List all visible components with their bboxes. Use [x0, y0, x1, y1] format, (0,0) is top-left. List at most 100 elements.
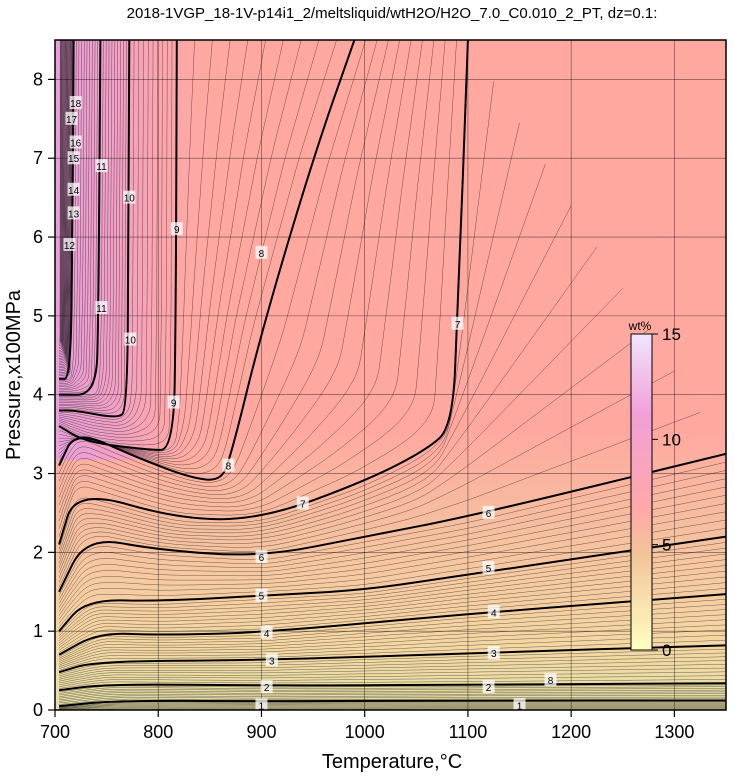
y-tick-label: 5 [33, 306, 43, 326]
contour-label: 9 [171, 399, 177, 410]
x-tick-label: 1200 [551, 722, 591, 742]
thin-contour [58, 40, 400, 498]
contour-label: 6 [259, 553, 265, 564]
contour-label: 8 [548, 676, 554, 687]
major-contour [58, 40, 469, 545]
thin-contour [59, 702, 726, 707]
thin-contour [59, 40, 124, 411]
thin-contour [59, 40, 67, 359]
contour-label-bg [255, 550, 268, 564]
major-contour [58, 682, 726, 692]
y-tick-label: 7 [33, 148, 43, 168]
thin-contour [58, 205, 572, 564]
thin-contour [58, 40, 366, 483]
major-contour [58, 40, 178, 451]
y-tick-label: 6 [33, 227, 43, 247]
contour-label-bg [69, 96, 82, 110]
contour-labels: 112 2334455667788899101011111213141516171… [63, 96, 557, 712]
thin-contour [59, 40, 93, 391]
thin-contour [59, 40, 65, 353]
thin-contour [59, 40, 62, 345]
thin-contour [59, 708, 726, 710]
contour-label-bg [265, 653, 278, 667]
y-axis: 0 1 2 3 4 5 6 7 8 [33, 69, 55, 720]
contour-label-bg [255, 245, 268, 259]
thin-contour [59, 704, 726, 708]
y-tick-label: 3 [33, 464, 43, 484]
thin-contour [59, 629, 726, 668]
contour-label: 2 [486, 683, 492, 694]
contour-label: 3 [269, 656, 275, 667]
contour-label-bg [451, 316, 464, 330]
contour-label-bg [65, 111, 78, 125]
thin-contour [59, 705, 726, 709]
thin-contour [59, 40, 231, 455]
contour-label-bg [69, 135, 82, 149]
contour-label-bg [260, 625, 273, 639]
thin-contour [58, 329, 649, 578]
thin-contour [58, 40, 378, 487]
y-axis-label: Pressure,x100MPa [3, 289, 25, 460]
thin-contour [59, 40, 61, 343]
thin-contour [59, 40, 67, 358]
x-tick-label: 700 [40, 722, 70, 742]
colorbar-gradient [630, 333, 653, 651]
contour-label: 4 [264, 629, 270, 640]
thin-contour [59, 671, 726, 686]
thin-contour [59, 614, 726, 662]
contour-label-bg [124, 332, 137, 346]
thin-contour [59, 640, 726, 671]
thin-contour [58, 40, 457, 537]
colorbar-unit: wt% [628, 319, 652, 333]
thin-contour [58, 547, 726, 637]
thin-contour [58, 576, 726, 648]
thin-contour [59, 707, 726, 710]
thin-contour [58, 40, 446, 529]
thin-contour [59, 40, 113, 403]
thin-contour [58, 528, 726, 628]
x-tick-label: 1100 [449, 722, 488, 742]
thin-contour [59, 40, 149, 429]
thin-contour [59, 40, 63, 346]
thin-contour [59, 599, 726, 657]
thin-contour [58, 495, 726, 612]
thin-contour [59, 40, 71, 370]
contour-label: 14 [68, 186, 80, 197]
thin-contour [59, 40, 63, 348]
x-tick-label: 1000 [345, 722, 385, 742]
thin-contour [59, 619, 726, 664]
contour-label: 15 [68, 154, 80, 165]
thin-contour [59, 40, 69, 364]
thin-contour [59, 684, 726, 693]
pink-high-region [55, 40, 215, 460]
contour-label: 9 [174, 225, 180, 236]
thin-contour [59, 675, 726, 687]
contour-label: 8 [259, 249, 265, 260]
plot-area: 112 2334455667788899101011111213141516171… [54, 39, 727, 712]
contour-label: 18 [70, 99, 82, 110]
major-contour [59, 40, 75, 380]
contour-label: 16 [70, 138, 82, 149]
thin-contour [59, 652, 726, 676]
thin-contour [58, 81, 494, 550]
thin-contour [58, 519, 726, 624]
contour-label: 8 [226, 462, 232, 473]
thin-contour [59, 40, 110, 401]
plot-frame [54, 39, 727, 711]
thin-contour [59, 703, 726, 708]
thin-contour [59, 696, 726, 704]
thin-contour [59, 40, 70, 369]
thin-contour [59, 40, 118, 407]
contour-label-bg [487, 605, 500, 619]
thin-contour [59, 40, 144, 426]
contour-label: 7 [300, 499, 306, 510]
thin-contour [59, 679, 726, 689]
thin-contour [59, 40, 139, 423]
thin-contour [58, 246, 598, 569]
contour-label-bg [95, 159, 108, 173]
thin-contour [59, 40, 154, 432]
contour-label-bg [260, 680, 273, 694]
contour-label-bg [296, 496, 309, 510]
major-contour [58, 535, 726, 632]
thin-contour [59, 40, 248, 457]
